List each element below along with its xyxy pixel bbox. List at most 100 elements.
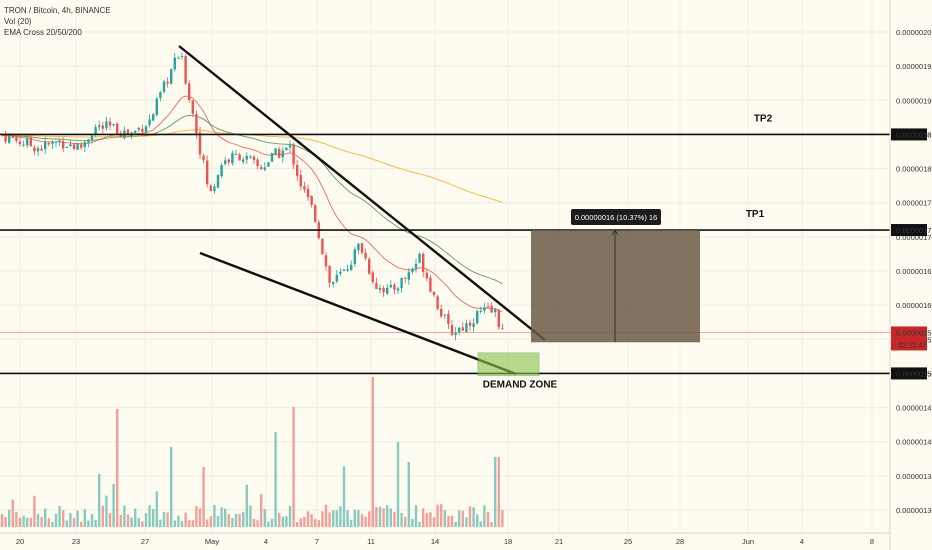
volume-bar — [342, 466, 346, 527]
candle-body — [425, 272, 428, 279]
volume-bar — [116, 409, 119, 527]
volume-bar — [166, 512, 169, 527]
volume-bar — [274, 432, 277, 527]
time-tick-label: 7 — [315, 537, 319, 546]
volume-bar — [123, 505, 126, 527]
volume-bar — [360, 514, 364, 527]
volume-bar — [90, 514, 94, 527]
candle-body — [418, 253, 421, 263]
candle-body — [220, 165, 223, 177]
volume-bar — [54, 513, 58, 527]
candle-body — [11, 135, 14, 139]
volume-bar — [436, 504, 439, 527]
volume-bar — [296, 521, 299, 527]
price-tick-label: 0.00000175 — [896, 199, 932, 208]
volume-bar — [26, 517, 29, 527]
candle-body — [414, 263, 418, 269]
candle-body — [234, 153, 238, 155]
price-axis[interactable]: 0.00000200 0.00000195 0.00000190 0.00000185… — [889, 0, 932, 550]
volume-bar — [332, 510, 335, 527]
candle-body — [371, 272, 374, 283]
volume-bar — [285, 516, 288, 527]
volume-bar — [137, 517, 140, 527]
candle-body — [486, 306, 490, 308]
current-price-tag — [891, 326, 927, 351]
drawings[interactable]: 0.00000016 (10.37%) 16 DEMAND ZONE — [178, 45, 700, 390]
volume-bar — [483, 505, 486, 527]
time-tick-label: 28 — [676, 537, 684, 546]
candle-body — [108, 121, 112, 126]
volume-bar — [80, 521, 83, 527]
volume-bar — [177, 515, 180, 527]
candle-body — [159, 92, 162, 99]
ema-50-line — [1, 114, 503, 285]
candle-body — [216, 174, 220, 188]
price-tick-label: 0.00000140 — [896, 438, 932, 447]
volume-bar — [51, 521, 54, 527]
candle-body — [144, 126, 148, 133]
volume-bar — [234, 513, 238, 527]
volume-bar — [76, 510, 79, 527]
volume-bar — [443, 509, 446, 527]
candle-body — [184, 56, 187, 84]
volume-bar — [170, 447, 173, 527]
time-axis[interactable]: 20 23 27 May 4 7 11 14 18 21 25 28 Jun 4 8 — [0, 532, 890, 546]
candle-body — [407, 272, 410, 280]
ema-indicator-label[interactable]: EMA Cross 20/50/200 — [4, 28, 82, 37]
volume-bar — [468, 506, 472, 527]
candle-body — [116, 123, 119, 135]
candle-body — [364, 252, 367, 259]
volume-bar — [141, 521, 144, 527]
time-tick-label: 23 — [72, 537, 80, 546]
symbol-title[interactable]: TRON / Bitcoin, 4h, BINANCE — [4, 6, 111, 15]
candle-body — [227, 159, 230, 163]
candle-body — [443, 314, 446, 316]
candle-body — [58, 140, 61, 142]
candle-body — [76, 143, 79, 150]
candle-body — [249, 156, 252, 158]
candle-body — [256, 159, 259, 167]
candle-body — [112, 123, 115, 126]
price-tick-label: 0.00000180 — [896, 165, 932, 174]
candle-body — [310, 195, 313, 206]
candle-body — [54, 141, 58, 143]
volume-bar — [249, 505, 252, 527]
volume-bar — [393, 511, 396, 527]
candle-body — [432, 292, 436, 296]
volume-bar — [476, 514, 479, 527]
volume-bar — [447, 515, 450, 527]
candle-body — [47, 143, 50, 145]
candle-body — [36, 148, 40, 152]
volume-bar — [130, 517, 133, 527]
volume-bar — [411, 518, 414, 527]
volume-bar — [33, 495, 36, 527]
volume-bar — [335, 510, 338, 527]
candle-body — [411, 268, 414, 272]
time-tick-label: 20 — [16, 537, 24, 546]
candle-body — [497, 309, 500, 328]
candle-body — [346, 269, 349, 271]
volume-bar — [306, 511, 310, 527]
level-label-tp2: TP2 — [754, 113, 773, 124]
candle-body — [177, 57, 180, 59]
candle-body — [494, 309, 497, 313]
candle-body — [386, 287, 389, 294]
volume-bar — [450, 515, 454, 527]
candle-body — [465, 323, 468, 332]
volume-bar — [292, 407, 295, 527]
candle-body — [137, 127, 140, 130]
volume-bar — [263, 508, 266, 527]
volume-bar — [242, 512, 245, 527]
volume-bar — [414, 505, 418, 527]
volume-indicator-label[interactable]: Vol (20) — [4, 17, 32, 26]
volume-bar — [429, 512, 432, 527]
horizontal-levels[interactable]: TP2 TP1 — [0, 113, 890, 375]
volume-bar — [267, 521, 270, 527]
candle-body — [324, 255, 328, 267]
volume-bar — [486, 512, 490, 527]
candle-body — [22, 144, 25, 146]
volume-bar — [173, 520, 176, 527]
price-tick-label: 0.00000130 — [896, 506, 932, 515]
volume-bar — [15, 512, 18, 527]
